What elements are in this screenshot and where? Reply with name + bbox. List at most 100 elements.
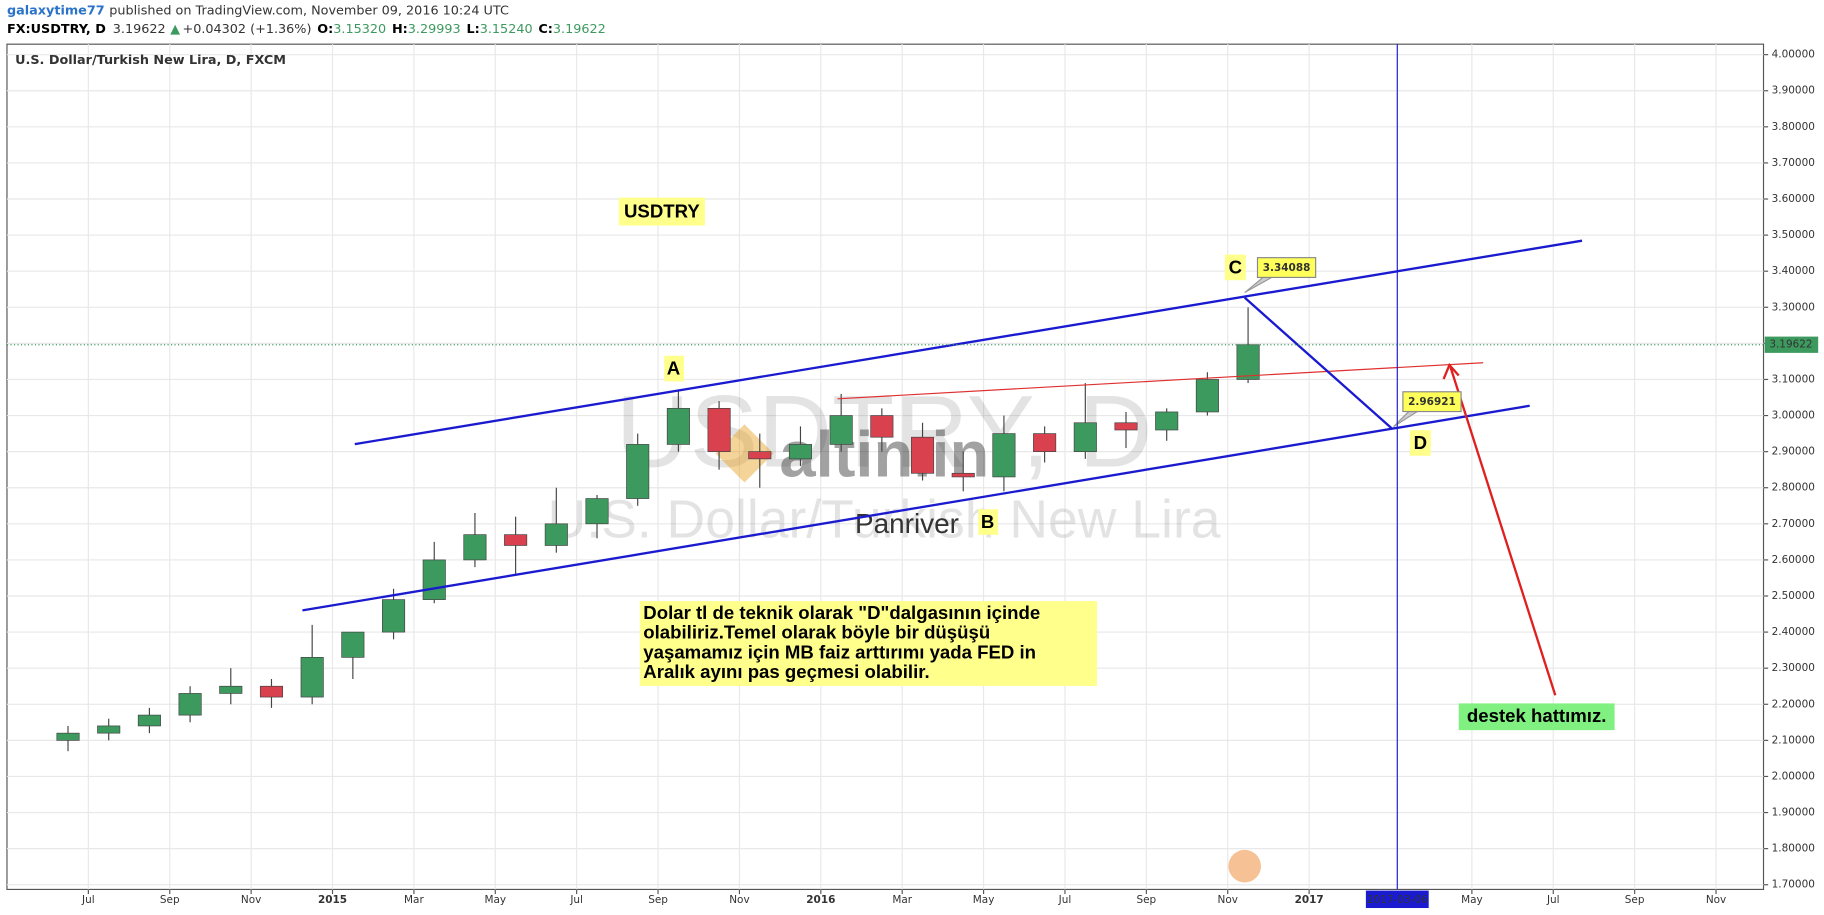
symbol-label: USDTRY [624, 201, 700, 222]
candle-body [97, 725, 121, 734]
support-box [1458, 703, 1615, 731]
candle-body [1033, 433, 1057, 452]
last-price-tag [1764, 336, 1819, 353]
candle-body [219, 685, 243, 694]
wave-label: D [1414, 432, 1427, 453]
symbol-box [618, 197, 705, 226]
crosshair-label: 2017-03-06 [1367, 894, 1428, 906]
y-tick-label: 3.80000 [1772, 121, 1815, 133]
candle-body [259, 685, 284, 698]
y-tick-label: 3.30000 [1772, 301, 1815, 313]
candle-body [137, 714, 161, 727]
last: 3.19622 [113, 22, 166, 37]
watermark-name: U.S. Dollar/Turkish New Lira [548, 490, 1221, 549]
chart-title: U.S. Dollar/Turkish New Lira, D, FXCM [15, 53, 286, 68]
candle-body [1236, 344, 1260, 380]
support-label: destek hattımız. [1467, 705, 1607, 726]
callout-box [1402, 391, 1462, 413]
arrow-head [1442, 362, 1460, 380]
x-tick-label: Nov [729, 894, 749, 906]
note-line: Dolar tl de teknik olarak "D"dalgasının … [643, 602, 1040, 623]
y-tick-label: 2.10000 [1772, 734, 1815, 746]
x-tick-label: Nov [241, 894, 261, 906]
note-line: olabiliriz.Temel olarak böyle bir düşüşü [643, 622, 990, 643]
candle-body [1114, 422, 1138, 431]
ohlc-value: 3.29993 [408, 22, 461, 37]
lower-channel [302, 404, 1530, 612]
x-tick-label: Nov [1218, 894, 1238, 906]
y-tick-label: 3.50000 [1772, 229, 1815, 241]
user[interactable]: galaxytime77 [7, 3, 105, 18]
last-price-label: 3.19622 [1769, 339, 1812, 351]
candle-body [911, 436, 935, 474]
candle-body [666, 407, 690, 445]
brand: Panriver [855, 508, 959, 539]
x-tick-label: Sep [1136, 894, 1156, 906]
candle-body [504, 534, 528, 546]
y-tick-label: 2.20000 [1772, 698, 1815, 710]
x-tick-label: Sep [648, 894, 668, 906]
candle-body [382, 599, 406, 633]
x-tick-label: May [973, 894, 995, 906]
ohlc-value: 3.15240 [480, 22, 533, 37]
candle-body [422, 559, 446, 600]
candle-body [829, 415, 853, 445]
callout-box [1256, 257, 1317, 278]
candle-body [748, 451, 772, 460]
y-tick-label: 2.50000 [1772, 590, 1815, 602]
candle-body [300, 657, 324, 698]
y-tick-label: 3.10000 [1772, 373, 1815, 385]
y-tick-label: 2.80000 [1772, 482, 1815, 494]
y-tick-label: 3.70000 [1772, 157, 1815, 169]
grid [6, 44, 1764, 890]
callout-label: 2.96921 [1408, 396, 1456, 408]
x-tick-label: Jul [1058, 894, 1072, 906]
candle-body [788, 444, 813, 460]
wave-box [1224, 254, 1246, 281]
y-tick-label: 1.90000 [1772, 807, 1815, 819]
callout-label: 3.34088 [1263, 262, 1311, 274]
up-arrow: ▲ [170, 22, 180, 37]
arrow-line [1449, 367, 1557, 696]
event-flag[interactable] [1228, 849, 1261, 883]
x-tick-label: Jul [1546, 894, 1560, 906]
candles [56, 307, 1260, 752]
x-tick-label: 2016 [806, 894, 835, 906]
header-line: galaxytime77 published on TradingView.com… [7, 3, 509, 18]
candle-body [1195, 379, 1219, 413]
candle-body [992, 433, 1016, 478]
x-tick-label: Mar [892, 894, 912, 906]
wave-label: C [1229, 256, 1242, 277]
candle-body [707, 407, 731, 452]
wave-box [978, 509, 999, 535]
wave-label: A [667, 358, 680, 379]
resistance-line [837, 362, 1484, 400]
x-tick-label: Mar [404, 894, 424, 906]
upper-channel [354, 239, 1583, 446]
wave-box [664, 355, 684, 382]
y-tick-label: 3.00000 [1772, 410, 1815, 422]
candle-body [585, 498, 609, 525]
y-tick-label: 1.80000 [1772, 843, 1815, 855]
candle-body [1073, 422, 1097, 452]
y-tick-label: 2.60000 [1772, 554, 1815, 566]
y-tick-label: 3.60000 [1772, 193, 1815, 205]
symbol: FX:USDTRY, D [7, 22, 106, 37]
note-line: Aralık ayını pas geçmesi olabilir. [643, 661, 929, 682]
y-tick-label: 2.90000 [1772, 446, 1815, 458]
annotations: USDTRY A B C D Dolar tl de teknik olarak… [618, 197, 1615, 731]
candle-body [544, 523, 568, 546]
symbol-line: FX:USDTRY, D 3.19622 ▲ +0.04302 (+1.36%) O:3… [7, 22, 606, 37]
candle-body [951, 472, 975, 478]
note-line: yaşamamız için MB faiz arttırımı yada FE… [643, 641, 1036, 662]
candle-body [1155, 411, 1179, 431]
candle-body [870, 415, 894, 438]
x-tick-label: 2017 [1295, 894, 1324, 906]
y-tick-label: 4.00000 [1772, 49, 1815, 61]
x-tick-label: Sep [160, 894, 180, 906]
x-tick-label: May [1461, 894, 1483, 906]
candle-body [626, 444, 650, 499]
y-tick-label: 1.70000 [1772, 879, 1815, 891]
candle-body [463, 534, 487, 561]
